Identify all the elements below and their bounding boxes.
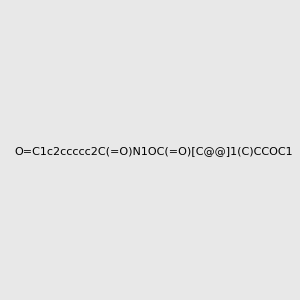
- Text: O=C1c2ccccc2C(=O)N1OC(=O)[C@@]1(C)CCOC1: O=C1c2ccccc2C(=O)N1OC(=O)[C@@]1(C)CCOC1: [14, 146, 293, 157]
